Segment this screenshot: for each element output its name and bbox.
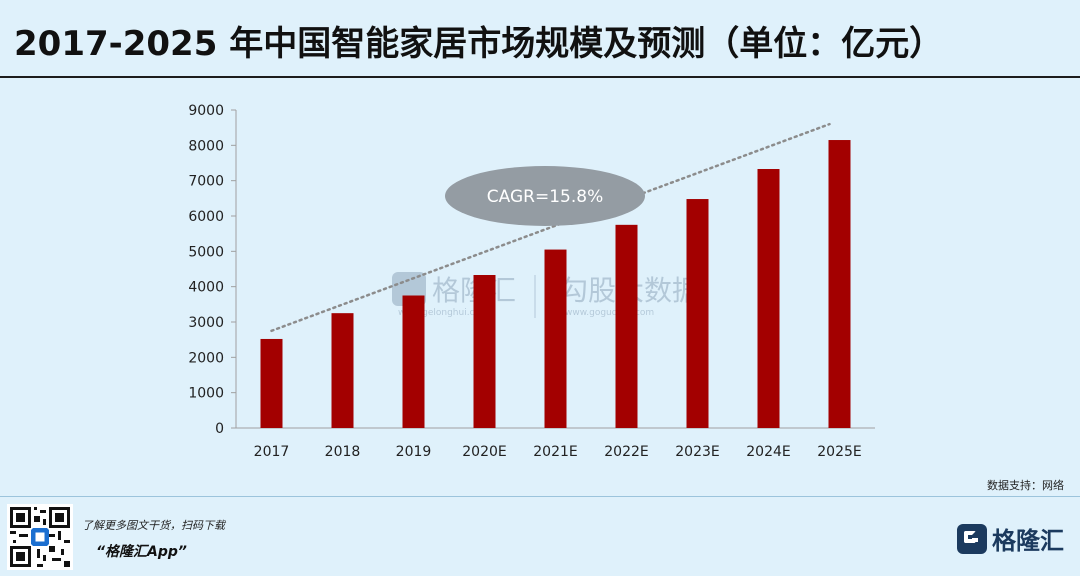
- trendline: [270, 122, 831, 333]
- x-tick-label: 2025E: [817, 444, 861, 460]
- x-tick-label: 2024E: [746, 444, 790, 460]
- x-tick-label: 2018: [325, 444, 361, 460]
- logo-text: 格隆汇: [992, 527, 1064, 555]
- watermark-brand-url: www.gelonghui.com: [398, 308, 489, 318]
- y-tick-label: 8000: [188, 138, 224, 154]
- bar-2022E: [615, 224, 638, 428]
- y-tick-label: 0: [215, 421, 224, 437]
- app-name: “格隆汇App”: [96, 544, 187, 560]
- bar-2020E: [473, 275, 496, 428]
- logo-icon: [957, 523, 987, 554]
- y-tick-label: 1000: [188, 386, 224, 402]
- x-tick-label: 2022E: [604, 444, 648, 460]
- qr-code-icon: [7, 504, 73, 570]
- y-tick-label: 5000: [188, 244, 224, 260]
- bar-chart: 格隆汇www.gelonghui.com勾股大数据www.gogudata.co…: [188, 103, 875, 460]
- watermark-data-url: www.gogudata.com: [565, 308, 654, 318]
- footer-divider: [0, 496, 1080, 497]
- bar-2017: [260, 338, 283, 428]
- x-tick-label: 2020E: [462, 444, 506, 460]
- bar-2025E: [828, 140, 851, 429]
- bar-2024E: [757, 169, 780, 429]
- y-tick-label: 4000: [188, 280, 224, 296]
- bar-2023E: [686, 199, 709, 428]
- y-tick-label: 6000: [188, 209, 224, 225]
- promo-text: 了解更多图文干货，扫码下载: [82, 519, 225, 532]
- source-note: 数据支持：网络: [987, 479, 1064, 492]
- x-tick-label: 2017: [254, 444, 290, 460]
- cagr-badge: [445, 166, 645, 226]
- y-tick-label: 9000: [188, 103, 224, 119]
- brand-logo: 格隆汇: [957, 521, 1064, 556]
- x-tick-label: 2023E: [675, 444, 719, 460]
- page-title: 2017-2025 年中国智能家居市场规模及预测（单位：亿元）: [14, 24, 944, 64]
- bar-2019: [402, 295, 425, 428]
- x-tick-label: 2019: [396, 444, 432, 460]
- y-tick-label: 3000: [188, 315, 224, 331]
- title-divider: [0, 76, 1080, 78]
- cagr-label: CAGR=15.8%: [487, 187, 603, 207]
- bar-2021E: [544, 249, 567, 428]
- y-tick-label: 7000: [188, 174, 224, 190]
- bar-2018: [331, 313, 354, 428]
- x-tick-label: 2021E: [533, 444, 577, 460]
- y-tick-label: 2000: [188, 350, 224, 366]
